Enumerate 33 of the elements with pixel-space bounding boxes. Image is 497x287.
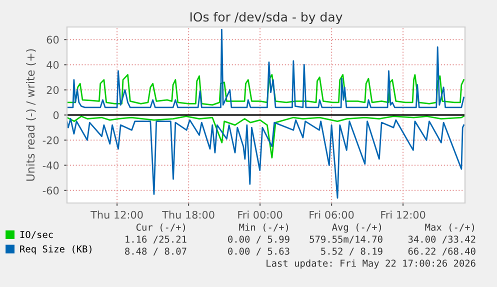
y-tick-label: 40 — [46, 60, 59, 69]
y-axis-title: Units read (-) / write (+) — [26, 49, 36, 181]
text: 66.22 /68.40 — [408, 248, 476, 256]
y-tick-label: 0 — [53, 111, 59, 120]
text: 5.52 / 8.19 — [321, 248, 382, 256]
y-tick-label: 20 — [46, 86, 59, 94]
text: 0.00 / 5.99 — [228, 236, 290, 244]
line-series — [67, 28, 465, 108]
x-tick-label: Fri 00:00 — [238, 210, 282, 219]
text: 1.16 /25.21 — [126, 236, 186, 244]
text: Cur (-/+) — [136, 223, 186, 232]
y-tick-label: -20 — [42, 136, 59, 144]
text: 34.00 /33.42 — [408, 236, 476, 244]
y-tick-label: -60 — [42, 186, 59, 195]
text: 8.48 / 8.07 — [125, 248, 186, 256]
text: Max (-/+) — [425, 223, 474, 232]
text: 0.00 / 5.63 — [228, 248, 290, 256]
legend-label: Req Size (KB) — [20, 245, 92, 254]
x-tick-label: Fri 06:00 — [310, 210, 354, 219]
line-series — [67, 74, 465, 106]
x-tick-label: Fri 12:00 — [381, 210, 426, 219]
text: Avg (-/+) — [332, 223, 382, 233]
x-tick-label: Thu 12:00 — [90, 210, 143, 219]
chart-title: IOs for /dev/sda - by day — [190, 12, 342, 24]
line-series — [67, 118, 465, 199]
text: 579.55m/14.70 — [310, 236, 382, 244]
line-series — [67, 116, 465, 158]
y-tick-label: 60 — [46, 36, 59, 44]
text: Min (-/+) — [239, 223, 288, 232]
x-tick-label: Thu 18:00 — [162, 210, 214, 219]
y-tick-label: -40 — [42, 162, 59, 170]
text: Last update: Fri May 22 17:00:26 2026 — [266, 259, 476, 269]
legend-label: IO/sec — [20, 230, 53, 239]
